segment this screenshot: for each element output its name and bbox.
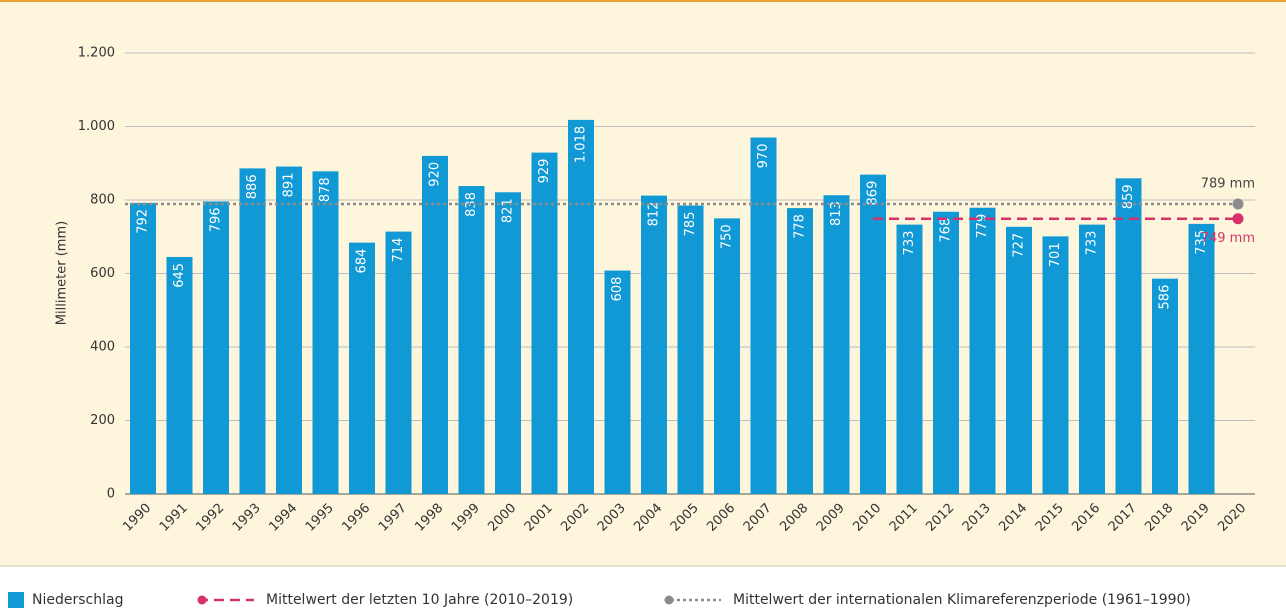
bar-value-label: 796 <box>209 207 224 232</box>
bar-value-label: 920 <box>428 162 443 187</box>
bar-value-label: 891 <box>282 173 297 198</box>
bar-value-label: 812 <box>647 202 662 227</box>
bar <box>312 171 339 494</box>
bar <box>860 174 886 494</box>
bar <box>166 256 193 494</box>
bar-value-label: 859 <box>1121 184 1136 209</box>
reference-dot <box>1232 198 1244 210</box>
bar-value-label: 735 <box>1194 230 1209 255</box>
bar-value-label: 970 <box>756 144 771 169</box>
legend-label: Niederschlag <box>32 592 123 608</box>
bar-value-label: 733 <box>902 231 917 256</box>
y-tick-label: 600 <box>90 266 115 281</box>
bar-value-label: 878 <box>318 177 333 202</box>
bar <box>349 242 375 494</box>
bar <box>1115 178 1142 494</box>
bar-value-label: 838 <box>464 192 479 217</box>
bar-value-label: 608 <box>610 277 625 302</box>
reference-dot <box>1232 213 1244 225</box>
bar <box>787 208 813 494</box>
bar <box>531 152 558 494</box>
y-tick-label: 200 <box>90 413 115 428</box>
bar-value-label: 701 <box>1048 242 1063 267</box>
bar-value-label: 1.018 <box>574 126 589 163</box>
bar <box>750 137 777 494</box>
bar-value-label: 869 <box>866 181 881 206</box>
bar <box>1079 224 1105 494</box>
bar <box>495 192 521 494</box>
legend-label: Mittelwert der internationalen Klimarefe… <box>733 592 1191 608</box>
bar <box>203 201 229 494</box>
reference-label: 749 mm <box>1201 231 1255 246</box>
bar <box>385 231 412 495</box>
bar-value-label: 792 <box>136 209 151 234</box>
bar-value-label: 778 <box>793 214 808 239</box>
bar <box>130 202 156 494</box>
bar <box>1188 223 1215 494</box>
y-tick-label: 800 <box>90 193 115 208</box>
bar-value-label: 684 <box>355 249 370 274</box>
bar-value-label: 768 <box>939 218 954 243</box>
bar-value-label: 727 <box>1012 233 1027 258</box>
bar <box>823 195 850 494</box>
y-tick-label: 400 <box>90 340 115 355</box>
bar <box>239 168 266 494</box>
bar-value-label: 785 <box>683 212 698 237</box>
bar <box>641 195 667 494</box>
legend-label: Mittelwert der letzten 10 Jahre (2010–20… <box>266 592 573 608</box>
bar <box>276 166 302 494</box>
bar <box>933 211 959 494</box>
bar-value-label: 821 <box>501 198 516 223</box>
bar-value-label: 750 <box>720 224 735 249</box>
bar <box>1042 236 1069 494</box>
bar-value-label: 779 <box>975 214 990 239</box>
bar-value-label: 733 <box>1085 231 1100 256</box>
y-tick-label: 1.000 <box>78 119 115 134</box>
y-axis-label: Millimeter (mm) <box>55 221 70 325</box>
bar <box>896 224 923 494</box>
bar <box>969 207 996 494</box>
legend-dot <box>197 595 207 605</box>
bar-value-label: 586 <box>1158 285 1173 310</box>
bar <box>422 155 448 494</box>
legend-dot <box>664 595 674 605</box>
bar <box>1006 226 1032 494</box>
bar-value-label: 929 <box>537 159 552 184</box>
bar <box>568 119 594 494</box>
legend-swatch <box>8 592 24 608</box>
bar-value-label: 645 <box>172 263 187 288</box>
bar <box>458 186 485 494</box>
bar <box>714 218 740 494</box>
bar-value-label: 886 <box>245 174 260 199</box>
bar <box>604 270 631 494</box>
reference-label: 789 mm <box>1201 177 1255 192</box>
bar-value-label: 813 <box>829 201 844 226</box>
bar-value-label: 714 <box>391 238 406 263</box>
bar <box>1152 278 1178 494</box>
bar <box>677 205 704 494</box>
y-tick-label: 1.200 <box>78 46 115 61</box>
y-tick-label: 0 <box>107 487 115 502</box>
